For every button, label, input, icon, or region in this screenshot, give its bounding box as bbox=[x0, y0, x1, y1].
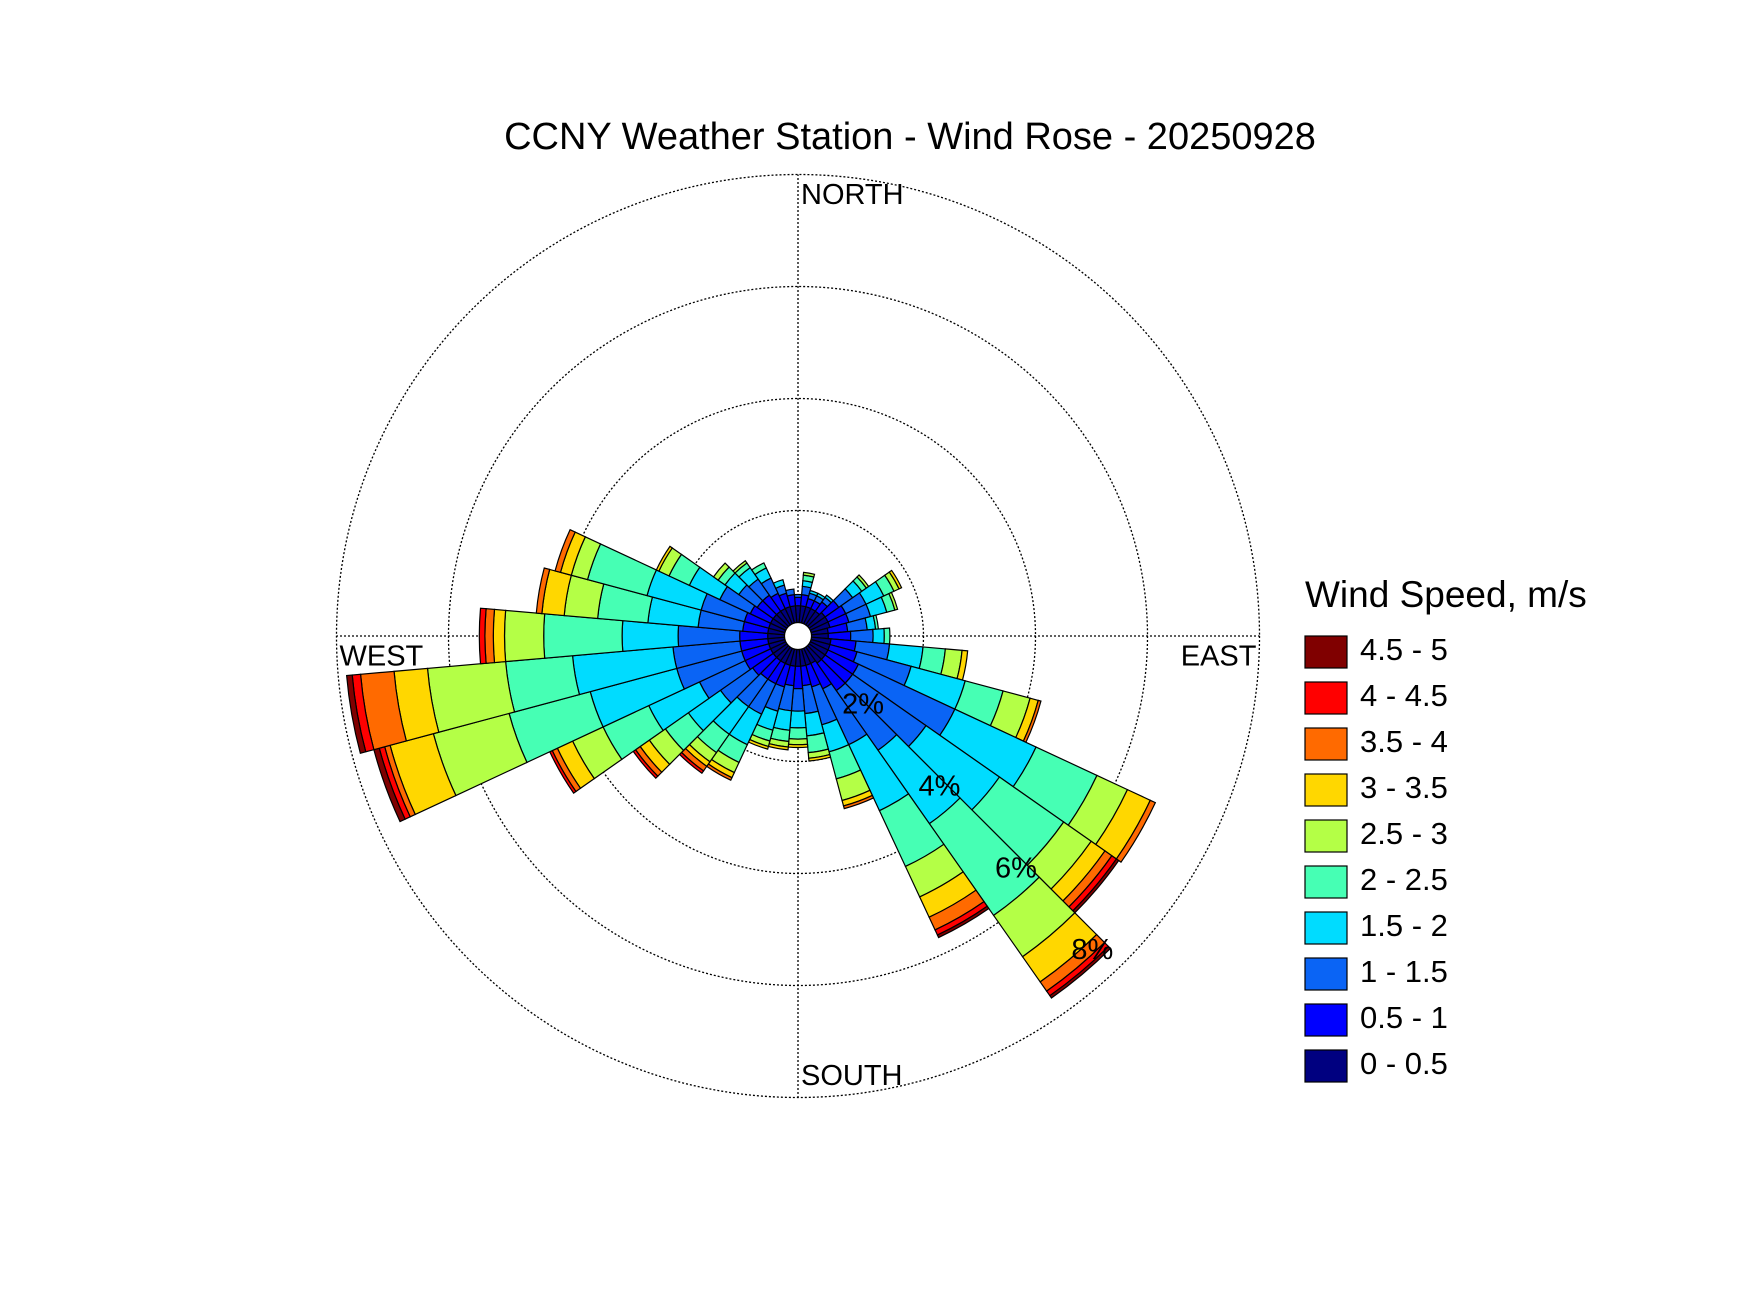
legend-swatch bbox=[1304, 819, 1348, 853]
sector-segment bbox=[484, 608, 496, 664]
legend-swatch bbox=[1304, 911, 1348, 945]
sector-segment bbox=[772, 578, 786, 590]
sector-segment bbox=[503, 609, 546, 663]
sector-segment bbox=[535, 567, 551, 615]
legend-swatch bbox=[1304, 1003, 1348, 1037]
legend-label: 3 - 3.5 bbox=[1360, 770, 1448, 805]
sector-segment bbox=[712, 562, 730, 581]
legend-label: 0.5 - 1 bbox=[1360, 1000, 1448, 1035]
sector-segment bbox=[888, 569, 903, 590]
legend-label: 4 - 4.5 bbox=[1360, 678, 1448, 713]
legend-swatch bbox=[1304, 773, 1348, 807]
legend-label: 2.5 - 3 bbox=[1360, 816, 1448, 851]
sector-segment bbox=[492, 608, 507, 664]
sector-segment bbox=[345, 674, 367, 755]
sector-segment bbox=[888, 591, 899, 611]
legend-label: 3.5 - 4 bbox=[1360, 724, 1448, 759]
r-tick-label: 2% bbox=[842, 689, 884, 721]
legend-swatch bbox=[1304, 635, 1348, 669]
sector-segment bbox=[787, 743, 809, 749]
sector-segment bbox=[793, 593, 803, 599]
legend-swatch bbox=[1304, 727, 1348, 761]
sector-segment bbox=[787, 738, 809, 746]
sector-segment bbox=[478, 607, 487, 665]
r-tick-label: 6% bbox=[995, 852, 1037, 884]
sector-segment bbox=[883, 627, 891, 645]
legend-label: 0 - 0.5 bbox=[1360, 1046, 1448, 1081]
legend-label: 4.5 - 5 bbox=[1360, 632, 1448, 667]
legend-label: 1.5 - 2 bbox=[1360, 908, 1448, 943]
legend-swatch bbox=[1304, 1049, 1348, 1083]
r-tick-label: 8% bbox=[1071, 934, 1113, 966]
compass-label: NORTH bbox=[801, 179, 904, 211]
legend-title: Wind Speed, m/s bbox=[1305, 574, 1587, 615]
compass-label: SOUTH bbox=[801, 1060, 903, 1092]
legend-label: 1 - 1.5 bbox=[1360, 954, 1448, 989]
compass-label: WEST bbox=[340, 641, 424, 673]
sector-segment bbox=[808, 753, 832, 762]
sector-segment bbox=[732, 559, 748, 574]
chart-title: CCNY Weather Station - Wind Rose - 20250… bbox=[504, 116, 1316, 158]
sector-segment bbox=[788, 726, 808, 740]
sector-segment bbox=[554, 528, 576, 574]
legend-swatch bbox=[1304, 681, 1348, 715]
sector-segment bbox=[750, 562, 768, 576]
legend-swatch bbox=[1304, 865, 1348, 899]
sector-segment bbox=[655, 545, 674, 572]
sector-segment bbox=[1049, 945, 1112, 999]
sector-segment bbox=[785, 588, 796, 597]
sector-segment bbox=[936, 905, 990, 939]
legend-label: 2 - 2.5 bbox=[1360, 862, 1448, 897]
sector-segment bbox=[802, 571, 816, 578]
sector-segment bbox=[789, 710, 807, 729]
sector-segment bbox=[872, 627, 885, 645]
compass-label: EAST bbox=[1181, 641, 1257, 673]
sector-segment bbox=[842, 794, 875, 810]
sector-segment bbox=[1115, 799, 1157, 863]
r-tick-label: 4% bbox=[919, 770, 961, 802]
sector-segment bbox=[543, 613, 624, 659]
center-hole bbox=[783, 621, 813, 651]
legend-swatch bbox=[1304, 957, 1348, 991]
